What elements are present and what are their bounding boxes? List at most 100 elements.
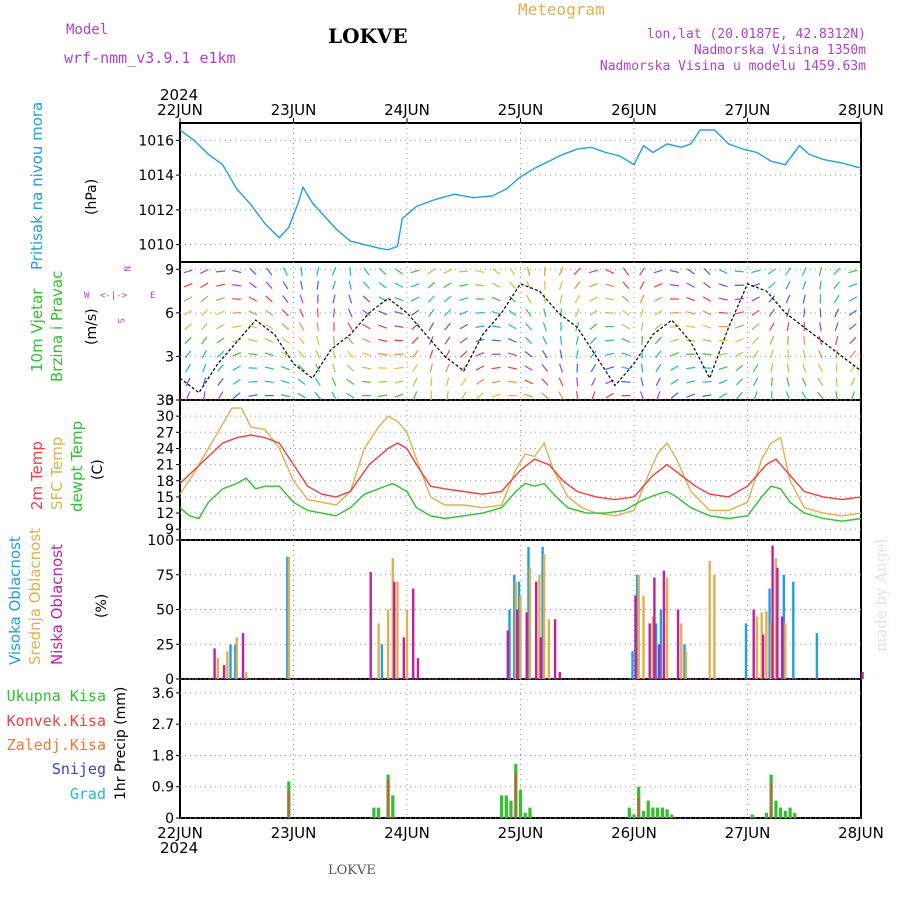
cloud-mid-bar <box>391 558 394 679</box>
wind-arrow <box>248 338 258 343</box>
wind-arrow <box>639 267 646 276</box>
wind-arrow <box>669 311 680 314</box>
wind-arrow <box>670 378 679 385</box>
wind-arrow <box>217 391 224 400</box>
wind-arrow <box>560 308 563 318</box>
wind-arrow <box>736 391 743 400</box>
cloud-mid-bar <box>642 595 645 679</box>
wind-arrow <box>801 377 807 387</box>
wind-arrow <box>298 350 306 359</box>
wind-arrow <box>654 309 663 316</box>
y-tick-label: 100 <box>147 533 174 549</box>
wind-arrow <box>605 269 615 274</box>
wind-arrow <box>508 323 517 330</box>
wind-arrow <box>394 339 404 342</box>
wind-arrow <box>605 339 615 342</box>
wind-arrow <box>460 391 467 400</box>
wind-arrow <box>818 266 823 276</box>
precip-panel <box>287 764 797 819</box>
wind-arrow <box>834 322 839 332</box>
wind-arrow <box>735 378 744 386</box>
wind-arrow <box>590 350 597 359</box>
wind-arrow <box>542 322 547 332</box>
wind-arrow <box>410 296 420 302</box>
wind-arrow <box>446 391 449 401</box>
y-tick-label: 0.9 <box>152 780 174 796</box>
y-tick-label: 25 <box>156 637 174 653</box>
cloud-mid-bar <box>684 651 688 679</box>
wind-arrow <box>559 349 563 359</box>
wind-arrow <box>428 322 435 331</box>
wind-arrow <box>265 309 274 316</box>
cloud-low-bar <box>861 672 864 679</box>
precip-total-bar <box>627 807 631 818</box>
wind-arrow <box>476 392 484 399</box>
cloud-low-bar <box>506 630 509 679</box>
cloud-mid-bar <box>226 651 229 679</box>
wind-arrow <box>621 323 631 330</box>
wind-arrow <box>232 392 241 399</box>
wind-arrow <box>785 281 791 290</box>
wind-arrow <box>621 366 631 370</box>
wind-arrow <box>378 267 387 276</box>
wind-arrow <box>200 322 208 331</box>
wind-arrow <box>183 269 193 274</box>
wind-arrow <box>348 294 353 304</box>
pressure-unit: (hPa) <box>84 179 100 215</box>
wind-arrow <box>331 377 337 387</box>
wind-arrow <box>412 363 419 373</box>
wind-arrow <box>752 350 759 359</box>
cloud-mid-bar <box>637 574 640 680</box>
wind-arrow <box>558 267 564 276</box>
wind-arrow <box>281 309 289 317</box>
wind-arrow <box>444 336 451 345</box>
cloud-label-high: Visoka Oblacnost <box>6 536 24 665</box>
wind-arrow <box>751 296 760 302</box>
wind-arrow <box>541 350 548 359</box>
wind-arrow <box>576 377 579 387</box>
wind-arrow <box>559 363 563 373</box>
wind-arrow <box>232 352 242 357</box>
day-labels-top: 22JUN 23JUN 24JUN 25JUN 26JUN 27JUN 28JUN <box>157 101 884 123</box>
wind-arrow <box>265 295 273 303</box>
wind-arrow <box>622 267 629 276</box>
wind-arrow <box>362 352 371 357</box>
wind-arrow <box>333 335 336 345</box>
cloud-low-bar <box>762 634 765 679</box>
wind-arrow <box>200 268 209 274</box>
wind-arrow <box>702 338 712 343</box>
wind-arrow <box>363 281 370 290</box>
wind-arrow <box>655 377 661 387</box>
cloud-mid-bar <box>528 567 532 679</box>
wind-arrow <box>640 391 645 401</box>
wind-arrow <box>349 266 352 276</box>
wind-arrow <box>768 308 775 317</box>
wind-subtitle: Brzina i Pravac <box>48 271 66 382</box>
wind-arrow <box>427 281 436 289</box>
precip-total-bar <box>523 812 527 818</box>
wind-arrow <box>786 363 790 373</box>
wind-arrow <box>475 325 485 328</box>
wind-arrow <box>444 322 451 331</box>
wind-arrow <box>411 309 420 316</box>
wind-arrow <box>525 322 532 331</box>
wind-arrow <box>559 294 563 304</box>
precip-total-bar <box>528 807 532 818</box>
wind-arrow <box>848 309 857 316</box>
precip-total-bar <box>632 814 636 818</box>
wind-arrow <box>588 269 598 274</box>
cloud-mid-bar <box>538 574 541 680</box>
wind-arrow <box>801 267 807 276</box>
wind-arrow <box>491 325 501 328</box>
wind-arrow <box>264 352 274 357</box>
wind-arrow <box>266 267 273 276</box>
wind-arrow <box>509 267 516 276</box>
year-top: 2024 <box>160 86 198 104</box>
wind-arrow <box>298 336 305 345</box>
wind-arrow <box>347 322 354 331</box>
wind-arrow <box>232 269 242 274</box>
wind-arrow <box>216 310 225 316</box>
y-tick-label: 1010 <box>138 238 174 254</box>
wind-arrow <box>670 284 680 287</box>
y-tick-label: 50 <box>156 603 174 619</box>
